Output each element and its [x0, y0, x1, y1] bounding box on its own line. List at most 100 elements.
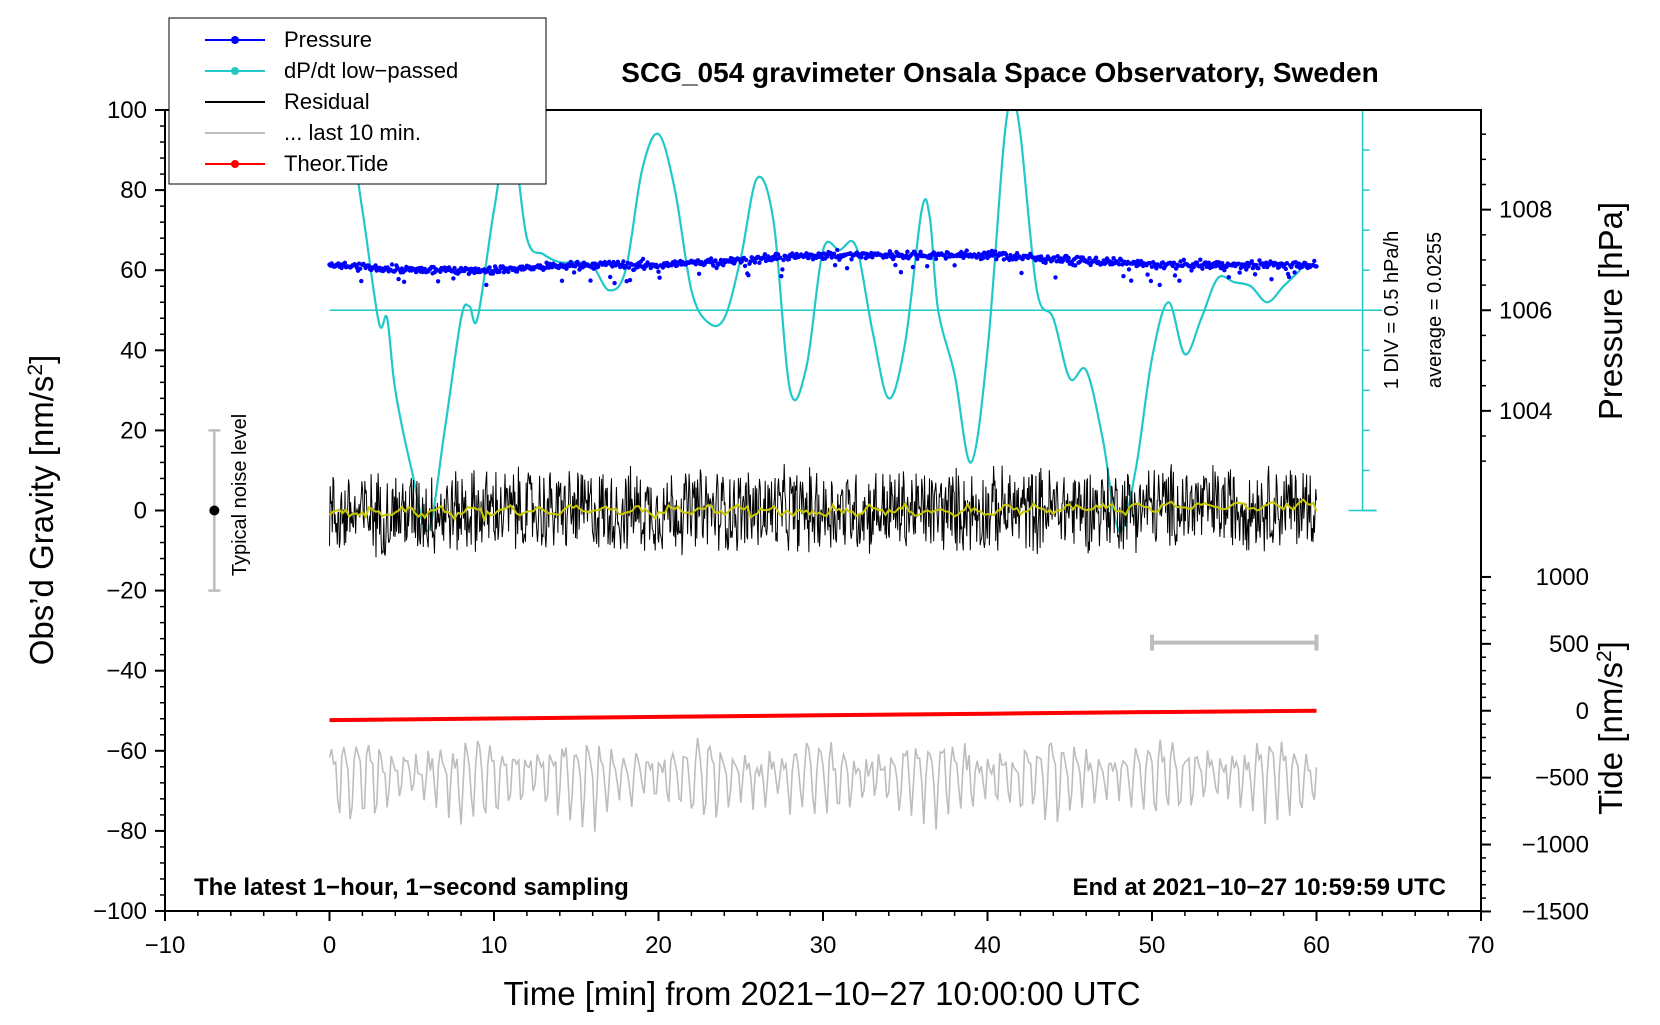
note-right: End at 2021−10−27 10:59:59 UTC: [1072, 874, 1446, 901]
pressure-point: [1284, 261, 1290, 266]
pressure-point: [786, 256, 792, 262]
pressure-point: [893, 262, 898, 268]
pressure-point: [780, 267, 785, 272]
tide-line: [329, 708, 1317, 723]
y-tick-label: −100: [93, 898, 147, 925]
y-axis-label-tide-text: Tide [nm/s: [1592, 662, 1629, 815]
legend-label: ... last 10 min.: [284, 120, 421, 145]
pressure-point: [708, 256, 714, 261]
pressure-point: [452, 265, 457, 271]
pressure-point: [627, 277, 633, 283]
pressure-point: [989, 248, 995, 254]
residual-smoothed-line: [328, 498, 1318, 523]
pressure-point: [952, 263, 957, 268]
pressure-point: [1203, 260, 1208, 265]
pressure-point: [356, 261, 362, 266]
pressure-point: [695, 258, 701, 263]
pressure-point: [1039, 254, 1044, 259]
pressure-point: [1198, 257, 1203, 262]
pressure-point: [1093, 255, 1099, 260]
residual-line: [329, 463, 1317, 558]
pressure-point: [1283, 266, 1289, 272]
pressure-tick-label: 1004: [1499, 398, 1552, 425]
pressure-point: [655, 265, 660, 270]
pressure-point: [849, 257, 854, 262]
pressure-point: [1055, 254, 1060, 259]
pressure-point: [1181, 257, 1187, 262]
pressure-point: [501, 270, 507, 275]
pressure-point: [778, 255, 783, 260]
y-tick-label: 60: [120, 257, 147, 284]
y-axis-label-gravity-close: ]: [23, 355, 60, 364]
legend-marker: [231, 36, 239, 44]
pressure-point: [1191, 264, 1196, 270]
pressure-point: [1075, 254, 1080, 260]
pressure-point: [571, 270, 577, 275]
pressure-point: [484, 282, 489, 288]
pressure-point: [657, 275, 662, 280]
pressure-point: [1176, 263, 1181, 268]
noise-level-label: Typical noise level: [229, 414, 251, 576]
pressure-point: [746, 273, 751, 278]
pressure-point: [1145, 272, 1150, 277]
legend-label: Residual: [284, 89, 370, 114]
pressure-point: [626, 265, 632, 270]
pressure-point: [588, 278, 593, 283]
pressure-point: [1177, 278, 1182, 283]
pressure-point: [980, 255, 986, 261]
tide-tick-label: −1500: [1522, 898, 1589, 925]
last-10-min-line: [328, 737, 1318, 832]
pressure-point: [1008, 253, 1013, 258]
pressure-point: [1053, 275, 1058, 280]
pressure-point: [779, 274, 784, 279]
y-tick-label: 100: [107, 97, 147, 124]
pressure-point: [898, 270, 904, 275]
pressure-point: [1236, 261, 1241, 266]
pressure-point: [1314, 264, 1319, 269]
y-axis-label-tide: Tide [nm/s2]: [1592, 641, 1629, 815]
pressure-point: [1293, 260, 1298, 265]
pressure-point: [714, 265, 719, 271]
legend-label: dP/dt low−passed: [284, 58, 458, 83]
y-axis-label-gravity-sup: 2: [24, 364, 47, 376]
noise-level-indicator: [208, 429, 221, 592]
legend-label: Theor.Tide: [284, 151, 388, 176]
pressure-tick-label: 1008: [1499, 197, 1552, 224]
pressure-point: [396, 276, 401, 282]
pressure-point: [573, 264, 578, 269]
pressure-point: [1052, 255, 1057, 260]
legend-label: Pressure: [284, 27, 372, 52]
legend: Pressure dP/dt low−passed Residual ... last…: [168, 17, 547, 185]
pressure-point: [945, 250, 951, 256]
pressure-point: [943, 256, 948, 261]
pressure-point: [401, 279, 407, 284]
pressure-point: [696, 271, 702, 276]
pressure-point: [762, 252, 768, 257]
pressure-point: [835, 247, 840, 253]
pressure-point: [612, 280, 617, 286]
pressure-point: [564, 266, 569, 271]
pressure-point: [1073, 263, 1078, 268]
x-tick-label: 30: [810, 932, 837, 959]
pressure-point: [1158, 264, 1164, 269]
pressure-point: [1216, 260, 1222, 265]
y-tick-label: −60: [106, 738, 147, 765]
pressure-point: [1014, 251, 1020, 256]
tide-series-layer: [329, 708, 1317, 723]
pressure-point: [1244, 267, 1249, 272]
pressure-point: [910, 264, 916, 270]
pressure-point: [632, 267, 637, 272]
pressure-tick-label: 1006: [1499, 297, 1552, 324]
ten-minute-window-marker: [1150, 634, 1319, 651]
pressure-point: [1157, 282, 1162, 288]
pressure-point: [844, 266, 850, 271]
pressure-point: [887, 249, 893, 254]
y-tick-label: −40: [106, 658, 147, 685]
pressure-point: [933, 256, 939, 261]
pressure-point: [1269, 277, 1274, 282]
pressure-point: [742, 263, 748, 269]
pressure-point: [1200, 266, 1205, 271]
noise-center-dot: [209, 505, 220, 516]
pressure-point: [781, 257, 786, 263]
